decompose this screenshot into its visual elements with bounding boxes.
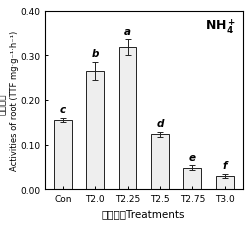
Text: d: d bbox=[156, 119, 164, 128]
Bar bbox=[216, 176, 234, 189]
Bar bbox=[119, 48, 136, 189]
Y-axis label: Activities of root (TTF mg·g⁻¹·h⁻¹): Activities of root (TTF mg·g⁻¹·h⁻¹) bbox=[10, 31, 18, 170]
Text: f: f bbox=[222, 161, 227, 171]
Text: c: c bbox=[60, 105, 66, 115]
X-axis label: 场强处理Treatments: 场强处理Treatments bbox=[102, 209, 186, 219]
Bar bbox=[86, 72, 104, 189]
Bar bbox=[151, 135, 169, 189]
Bar bbox=[184, 168, 201, 189]
Text: b: b bbox=[92, 49, 99, 59]
Text: e: e bbox=[189, 152, 196, 162]
Text: a: a bbox=[124, 27, 131, 36]
Bar bbox=[54, 121, 72, 189]
Text: $\mathbf{NH_4^+}$: $\mathbf{NH_4^+}$ bbox=[206, 17, 236, 36]
Text: 根系活力: 根系活力 bbox=[0, 93, 7, 115]
